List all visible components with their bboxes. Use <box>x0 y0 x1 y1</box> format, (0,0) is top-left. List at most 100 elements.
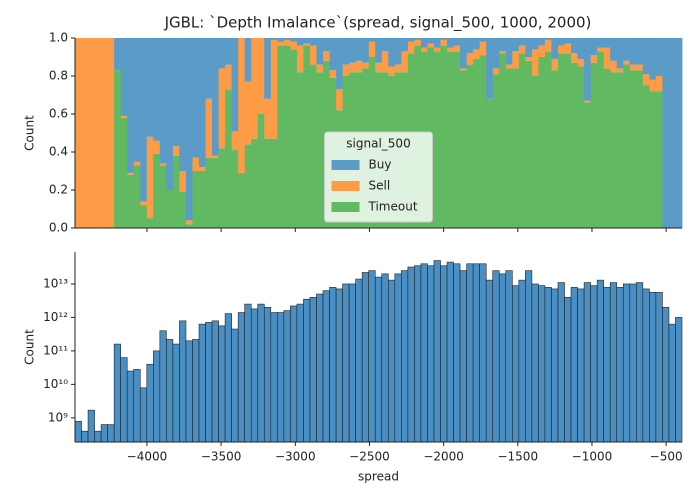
bar-segment <box>355 38 363 61</box>
bar-segment <box>290 38 298 42</box>
bar-segment <box>290 41 298 50</box>
bar-segment <box>466 64 474 228</box>
bar-segment <box>447 47 454 52</box>
bar-segment <box>375 38 383 63</box>
bar-segment <box>283 45 291 228</box>
bar-segment <box>231 150 239 228</box>
bar-segment <box>460 38 468 69</box>
bar <box>250 308 259 443</box>
bar-segment <box>388 38 396 67</box>
bar-segment <box>466 38 474 54</box>
bar-segment <box>140 38 148 202</box>
bar-segment <box>244 38 252 82</box>
y-tick-label: 10¹¹ <box>43 343 68 357</box>
bar-segment <box>623 64 631 228</box>
bar <box>348 283 356 443</box>
bar-segment <box>433 38 441 48</box>
bar <box>479 263 487 443</box>
bar-segment <box>199 171 206 228</box>
bar-segment <box>584 38 592 101</box>
bar-segment <box>368 38 376 42</box>
bar <box>401 270 409 443</box>
bar-segment <box>629 38 637 65</box>
bar <box>342 283 350 443</box>
bar-segment <box>225 64 233 90</box>
y-tick-label: 0.2 <box>49 183 68 197</box>
bar <box>446 261 454 443</box>
bar-segment <box>629 70 637 228</box>
bar <box>655 292 663 443</box>
bar-segment <box>336 38 344 90</box>
bar <box>198 323 206 443</box>
bar-segment <box>283 39 291 46</box>
bar-segment <box>329 70 337 78</box>
bar <box>329 287 337 443</box>
bar <box>433 260 441 443</box>
bar-segment <box>368 41 376 57</box>
bar-segment <box>564 38 572 44</box>
bar <box>277 312 285 443</box>
bar-segment <box>577 58 585 67</box>
bar-segment <box>486 38 494 99</box>
bar-segment <box>453 38 461 46</box>
bar-segment <box>597 47 605 52</box>
bar-segment <box>447 38 454 48</box>
bar <box>159 330 167 443</box>
bar-segment <box>525 38 533 57</box>
bar-segment <box>453 51 461 228</box>
x-tick-label: −4000 <box>127 450 168 464</box>
bar-segment <box>590 38 598 56</box>
bar-segment <box>649 38 657 80</box>
bar <box>218 325 226 443</box>
bar-segment <box>629 64 637 71</box>
bar-segment <box>551 58 559 71</box>
bar <box>394 273 402 443</box>
bar-segment <box>251 138 259 228</box>
bar-segment <box>610 60 618 73</box>
bar-segment <box>407 38 415 42</box>
legend-box <box>324 131 433 223</box>
bar-segment <box>571 62 578 229</box>
bar <box>564 296 572 443</box>
bar-segment <box>75 38 82 228</box>
bar <box>636 282 644 443</box>
bar-segment <box>133 38 141 162</box>
bar-segment <box>675 38 683 228</box>
bar <box>590 285 598 443</box>
bar-segment <box>277 41 285 46</box>
bar-segment <box>336 89 344 111</box>
bar <box>133 369 141 443</box>
bar-segment <box>394 38 402 65</box>
legend-title: signal_500 <box>346 137 410 151</box>
bar-segment <box>296 38 304 46</box>
bar-segment <box>179 191 187 228</box>
bar-segment <box>479 38 487 42</box>
bar-segment <box>531 49 539 76</box>
legend-label: Timeout <box>368 200 418 214</box>
bar-segment <box>185 220 193 225</box>
bar <box>407 266 415 443</box>
bar-segment <box>185 38 193 221</box>
bar <box>316 293 324 443</box>
y-tick-label: 10⁹ <box>48 410 68 424</box>
bar-segment <box>499 51 507 54</box>
bar <box>662 307 670 443</box>
bar <box>505 270 513 443</box>
bar <box>609 282 618 443</box>
bar-segment <box>655 76 663 92</box>
bar-segment <box>642 38 650 75</box>
y-tick-label: 0.8 <box>49 69 68 83</box>
bar <box>94 430 102 443</box>
bar-segment <box>133 161 141 166</box>
bar <box>146 363 154 443</box>
bar-segment <box>270 138 278 228</box>
x-tick-label: −500 <box>650 450 683 464</box>
bar <box>224 313 232 443</box>
bar <box>531 283 539 443</box>
bar-segment <box>590 55 598 63</box>
bar-segment <box>362 62 370 69</box>
bar-segment <box>603 47 611 69</box>
bar-segment <box>218 68 226 149</box>
bar-segment <box>179 38 187 171</box>
bar <box>485 279 494 443</box>
